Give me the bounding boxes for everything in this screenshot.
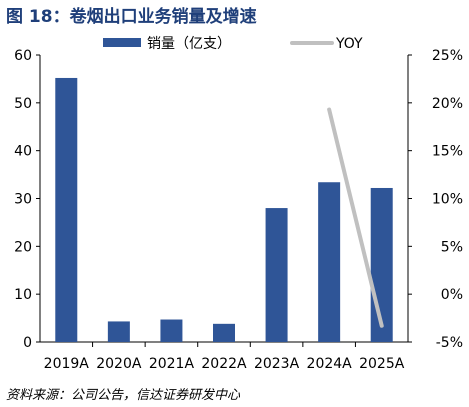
- x-tick-label: 2021A: [149, 356, 195, 372]
- legend-line-label: YOY: [335, 36, 363, 52]
- bar: [265, 208, 288, 342]
- x-tick-label: 2019A: [44, 356, 90, 372]
- right-tick-label: 25%: [432, 48, 463, 64]
- right-tick-label: 5%: [441, 239, 463, 255]
- right-tick-label: 10%: [432, 192, 463, 208]
- source-note: 资料来源：公司公告，信达证券研发中心: [6, 388, 241, 403]
- right-tick-label: 20%: [432, 96, 463, 112]
- x-tick-label: 2020A: [96, 356, 142, 372]
- x-tick-label: 2025A: [359, 356, 405, 372]
- bar: [318, 182, 341, 342]
- left-tick-label: 40: [14, 144, 32, 160]
- bar: [55, 77, 78, 343]
- left-tick-label: 60: [14, 48, 32, 64]
- right-tick-label: 0%: [441, 287, 463, 303]
- x-tick-label: 2024A: [307, 356, 353, 372]
- left-tick-label: 0: [23, 335, 32, 351]
- left-tick-label: 10: [14, 287, 32, 303]
- x-tick-label: 2022A: [201, 356, 247, 372]
- bar: [160, 319, 183, 342]
- yoy-line: [327, 107, 384, 328]
- right-tick-label: -5%: [436, 335, 463, 351]
- right-tick-label: 15%: [432, 144, 463, 160]
- bar: [213, 323, 235, 342]
- x-tick-label: 2023A: [254, 356, 300, 372]
- legend-bar-label: 销量（亿支）: [147, 36, 231, 52]
- left-tick-label: 20: [14, 239, 32, 255]
- bar: [107, 321, 130, 342]
- figure-title: 图 18：卷烟出口业务销量及增速: [6, 7, 257, 27]
- left-tick-label: 30: [14, 192, 32, 208]
- legend-bar-swatch: [103, 38, 141, 47]
- left-tick-label: 50: [14, 96, 32, 112]
